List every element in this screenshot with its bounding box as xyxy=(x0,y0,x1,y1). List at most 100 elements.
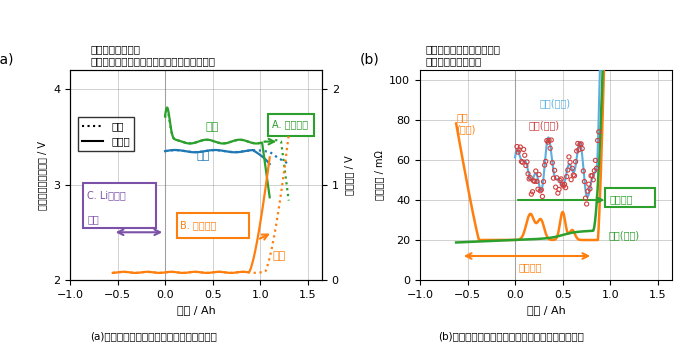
Point xyxy=(529,178,540,184)
Point xyxy=(592,138,603,143)
Point xyxy=(581,201,592,207)
Point xyxy=(569,173,580,178)
Point xyxy=(539,162,550,168)
Point xyxy=(538,179,549,184)
Point xyxy=(520,163,531,168)
Point xyxy=(540,159,552,164)
Text: 正極(解析): 正極(解析) xyxy=(608,230,639,240)
Text: (a)　従来の容量－電圧曲線による劣化診断: (a) 従来の容量－電圧曲線による劣化診断 xyxy=(90,331,218,342)
Point xyxy=(541,138,552,144)
Point xyxy=(550,184,561,190)
Point xyxy=(535,188,546,194)
Y-axis label: 電池電圧、正極電位 / V: 電池電圧、正極電位 / V xyxy=(38,140,48,210)
Point xyxy=(514,147,525,153)
Point xyxy=(582,188,594,194)
Point xyxy=(588,177,599,183)
Point xyxy=(562,167,573,173)
FancyBboxPatch shape xyxy=(83,183,155,229)
Point xyxy=(564,160,575,165)
Text: 正極: 正極 xyxy=(205,122,218,132)
Text: 正極収縮の影響が
電池電圧に反映されず、正極劣化を診断困難: 正極収縮の影響が 電池電圧に反映されず、正極劣化を診断困難 xyxy=(90,44,215,66)
Point xyxy=(546,137,557,143)
Point xyxy=(519,153,531,158)
Point xyxy=(551,175,562,181)
Point xyxy=(533,172,545,177)
Text: (a): (a) xyxy=(0,53,14,67)
Point xyxy=(585,173,596,178)
Point xyxy=(527,189,538,195)
Y-axis label: 負極電位 / V: 負極電位 / V xyxy=(344,155,354,195)
Point xyxy=(512,149,524,155)
Point xyxy=(570,159,581,164)
Point xyxy=(554,178,566,183)
Point xyxy=(549,168,560,173)
Point xyxy=(591,166,602,171)
Point xyxy=(571,148,582,154)
Point xyxy=(542,139,554,145)
Point xyxy=(583,181,594,187)
X-axis label: 容量 / Ah: 容量 / Ah xyxy=(526,305,566,315)
Text: C. Liイオン: C. Liイオン xyxy=(87,190,126,200)
Point xyxy=(559,182,570,187)
Y-axis label: 内部抵抗 / mΩ: 内部抵抗 / mΩ xyxy=(374,150,384,200)
FancyBboxPatch shape xyxy=(176,213,248,238)
Text: (b): (b) xyxy=(360,53,379,67)
Text: 負極
(解析): 負極 (解析) xyxy=(456,112,475,134)
Point xyxy=(537,194,548,199)
Point xyxy=(522,159,533,165)
X-axis label: 容量 / Ah: 容量 / Ah xyxy=(176,305,216,315)
Point xyxy=(545,146,556,151)
Point xyxy=(543,138,554,143)
Text: 電池(解析): 電池(解析) xyxy=(540,98,571,108)
Point xyxy=(561,174,573,180)
Point xyxy=(575,141,587,147)
Point xyxy=(528,178,539,184)
Text: B. 負極劣化: B. 負極劣化 xyxy=(181,220,217,230)
Text: 負極容量: 負極容量 xyxy=(519,262,543,272)
Legend: 初期, 劣化後: 初期, 劣化後 xyxy=(78,117,134,151)
Point xyxy=(579,179,590,184)
Point xyxy=(567,166,578,171)
Point xyxy=(516,159,527,164)
Point xyxy=(578,168,589,174)
Point xyxy=(564,154,575,160)
Point xyxy=(554,187,565,192)
Point xyxy=(530,168,541,174)
Text: 正極容量: 正極容量 xyxy=(609,194,633,204)
Point xyxy=(531,178,542,184)
Text: 負極: 負極 xyxy=(272,251,286,261)
Point xyxy=(552,190,564,196)
Point xyxy=(558,183,569,189)
Point xyxy=(547,160,558,166)
Point xyxy=(556,176,567,182)
Point xyxy=(517,160,528,165)
FancyBboxPatch shape xyxy=(606,188,655,207)
Text: 電池: 電池 xyxy=(197,151,210,161)
FancyBboxPatch shape xyxy=(268,114,314,136)
Text: (b)　開発した容量－内部抵抗曲線による劣化診断: (b) 開発した容量－内部抵抗曲線による劣化診断 xyxy=(438,331,584,342)
Point xyxy=(525,175,536,181)
Text: 失活: 失活 xyxy=(87,214,99,224)
Point xyxy=(566,177,577,182)
Point xyxy=(533,187,544,192)
Point xyxy=(560,185,571,190)
Point xyxy=(518,147,529,152)
Point xyxy=(522,171,533,177)
Point xyxy=(584,186,596,191)
Point xyxy=(548,175,559,181)
Point xyxy=(590,158,601,163)
Point xyxy=(568,172,579,178)
Point xyxy=(514,144,526,150)
Point xyxy=(587,173,598,178)
Point xyxy=(524,176,535,182)
Point xyxy=(512,144,523,149)
Point xyxy=(580,195,591,201)
Point xyxy=(573,147,584,153)
Point xyxy=(556,182,568,187)
Point xyxy=(593,129,604,135)
Point xyxy=(575,142,586,147)
Point xyxy=(589,168,600,174)
Text: 電池(測定): 電池(測定) xyxy=(528,120,559,130)
Point xyxy=(526,191,537,197)
Point xyxy=(577,146,588,151)
